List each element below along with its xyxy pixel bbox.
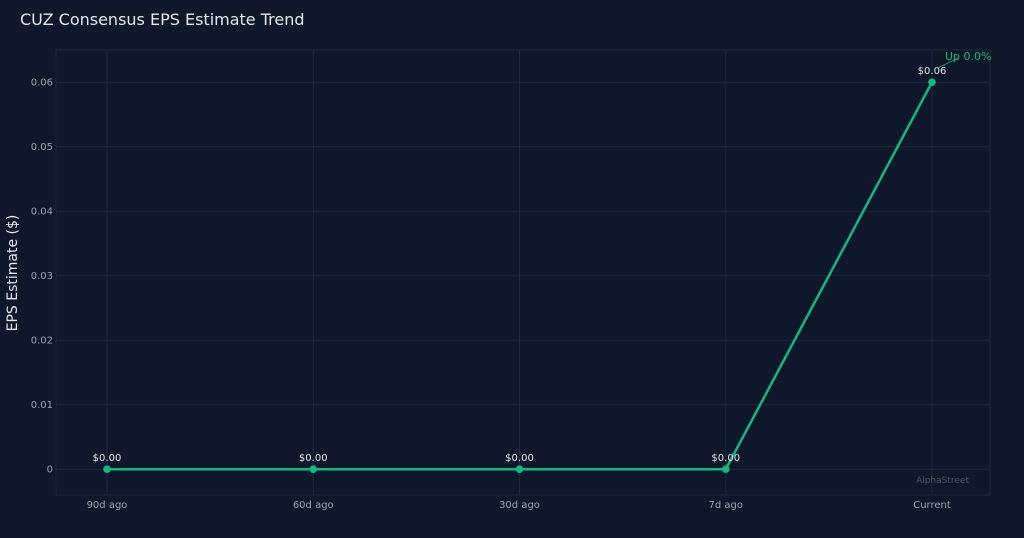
x-tick-label: 7d ago	[709, 500, 743, 511]
data-label: $0.00	[711, 453, 740, 464]
y-tick-label: 0.03	[31, 271, 53, 282]
x-axis-ticks: 90d ago 60d ago 30d ago 7d ago Current	[87, 500, 951, 511]
data-point	[721, 465, 730, 474]
data-label: $0.00	[505, 453, 534, 464]
chart-title: CUZ Consensus EPS Estimate Trend	[20, 10, 305, 29]
x-tick-label: Current	[913, 500, 951, 511]
data-labels: $0.00 $0.00 $0.00 $0.00 $0.06	[93, 66, 947, 464]
plot-area: 0 0.01 0.02 0.03 0.04 0.05 0.06 90d ago 60d ago…	[31, 49, 991, 511]
y-tick-label: 0.01	[31, 400, 53, 411]
y-axis-title: EPS Estimate ($)	[5, 215, 21, 332]
eps-series	[103, 78, 936, 474]
watermark-logo: AlphaStreet	[916, 476, 969, 486]
annotation-label: Up 0.0%	[945, 50, 991, 63]
grid-lines	[55, 49, 991, 496]
annotation: Up 0.0%	[936, 50, 991, 69]
x-tick-label: 30d ago	[499, 500, 540, 511]
y-tick-label: 0.05	[31, 142, 53, 153]
plot-frame	[55, 49, 991, 496]
y-tick-label: 0.04	[31, 207, 53, 218]
data-point	[309, 465, 318, 474]
y-axis-ticks: 0 0.01 0.02 0.03 0.04 0.05 0.06	[31, 78, 53, 476]
data-label: $0.00	[299, 453, 328, 464]
x-tick-label: 90d ago	[87, 500, 128, 511]
y-tick-label: 0.02	[31, 336, 53, 347]
data-point	[103, 465, 111, 474]
y-tick-label: 0.06	[31, 78, 53, 89]
annotation-leader	[936, 57, 959, 69]
data-label: $0.00	[93, 453, 122, 464]
x-tick-label: 60d ago	[293, 500, 334, 511]
data-label: $0.06	[918, 66, 947, 77]
y-tick-label: 0	[47, 465, 53, 476]
data-point	[928, 78, 936, 87]
data-point	[515, 465, 524, 474]
